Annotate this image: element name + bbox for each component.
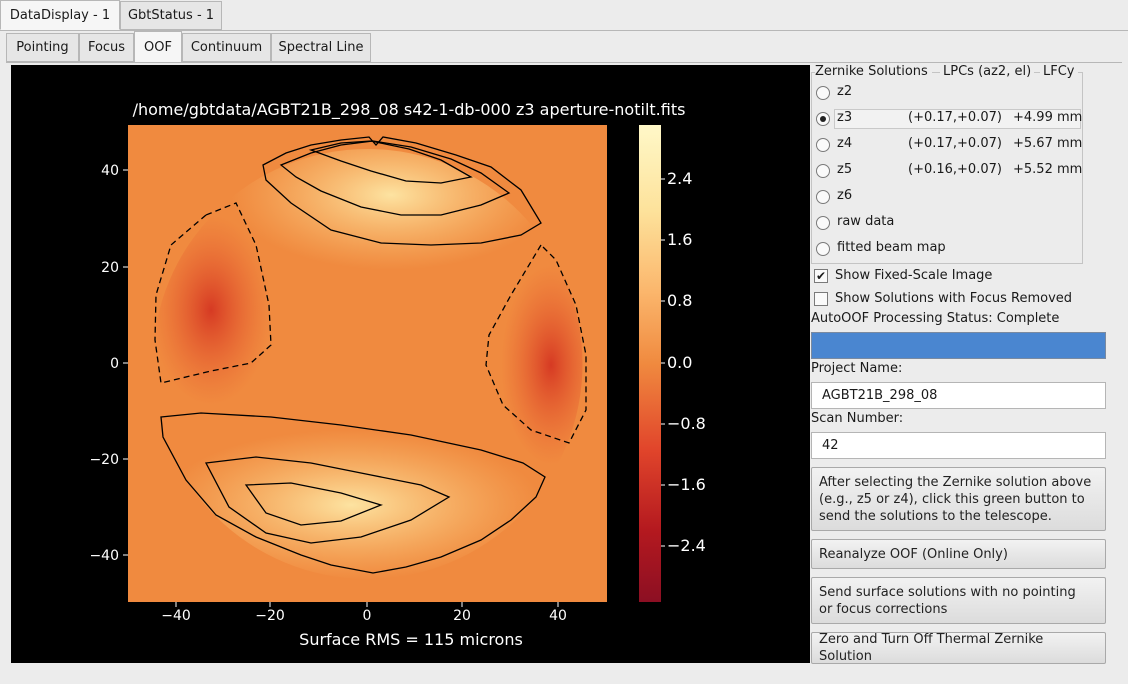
contour-dashed-left-outer	[154, 202, 272, 384]
processing-progress-bar	[811, 332, 1106, 359]
contour-top-outer	[262, 136, 542, 246]
fixed-scale-checkbox[interactable]: ✔	[814, 269, 828, 283]
surface-low-right	[501, 265, 583, 465]
colorbar-tick-label: 2.4	[667, 169, 692, 188]
zernike-option-label: raw data	[837, 214, 895, 229]
zernike-option-label: z3	[837, 110, 853, 125]
colorbar-tick-label: 1.6	[667, 230, 692, 249]
y-tick-label: −40	[89, 548, 119, 564]
zernike-selected-highlight	[834, 109, 1081, 129]
zernike-radio-6[interactable]	[816, 242, 830, 256]
zernike-radio-4[interactable]	[816, 190, 830, 204]
tab-continuum[interactable]: Continuum	[182, 33, 271, 62]
y-tick-label: 40	[101, 163, 119, 179]
zernike-option-lfcy: +5.52 mm	[1013, 162, 1083, 177]
focus-removed-checkbox[interactable]	[814, 292, 828, 306]
x-tick-label: −40	[161, 608, 191, 624]
zernike-option-label: z4	[837, 136, 853, 151]
y-tick-label: 20	[101, 260, 119, 276]
zernike-radio-2[interactable]	[816, 138, 830, 152]
colorbar-tick-label: −2.4	[667, 536, 706, 555]
zernike-header-lpcs: LPCs (az2, el)	[940, 64, 1035, 79]
scan-number-label: Scan Number:	[811, 411, 904, 426]
focus-removed-label: Show Solutions with Focus Removed	[835, 291, 1073, 306]
aperture-plot-svg: /home/gbtdata/AGBT21B_298_08 s42-1-db-00…	[89, 100, 706, 649]
zernike-radio-1[interactable]	[816, 112, 830, 126]
x-tick-label: −20	[255, 608, 285, 624]
contour-dashed-right-outer	[485, 243, 587, 444]
surface-high-bottom	[161, 430, 541, 579]
zernike-option-lfcy: +4.99 mm	[1013, 110, 1083, 125]
plot-title: /home/gbtdata/AGBT21B_298_08 s42-1-db-00…	[133, 100, 686, 120]
contour-bottom-mid	[204, 456, 451, 544]
colorbar-tick-label: −0.8	[667, 414, 706, 433]
colorbar	[639, 125, 661, 602]
x-tick-label: 40	[549, 608, 567, 624]
zernike-header-solutions: Zernike Solutions	[815, 64, 932, 79]
colorbar-tick-label: 0.8	[667, 291, 692, 310]
zernike-option-label: z2	[837, 84, 853, 99]
zernike-radio-0[interactable]	[816, 86, 830, 100]
surface-low-left	[152, 215, 271, 405]
y-tick-label: −20	[89, 452, 119, 468]
zernike-option-label: z6	[837, 188, 853, 203]
zernike-radio-5[interactable]	[816, 216, 830, 230]
contour-top-inner	[308, 140, 473, 184]
window-tab-datadisplay[interactable]: DataDisplay - 1	[0, 0, 120, 30]
project-name-field[interactable]: AGBT21B_298_08	[811, 382, 1106, 409]
send-solutions-button[interactable]: After selecting the Zernike solution abo…	[811, 467, 1106, 531]
zernike-option-lfcy: +5.67 mm	[1013, 136, 1083, 151]
project-name-label: Project Name:	[811, 361, 903, 376]
x-tick-label: 20	[453, 608, 471, 624]
processing-progress-fill	[812, 333, 1105, 358]
zernike-option-label: fitted beam map	[837, 240, 946, 255]
contour-bottom-inner	[244, 482, 383, 526]
contour-top-mid	[279, 140, 511, 216]
zernike-option-lpcs: (+0.17,+0.07)	[908, 136, 1002, 151]
fixed-scale-label: Show Fixed-Scale Image	[835, 268, 993, 283]
scan-number-field[interactable]: 42	[811, 432, 1106, 459]
zernike-option-label: z5	[837, 162, 853, 177]
tab-spectral-line[interactable]: Spectral Line	[271, 33, 371, 62]
window-tab-gbtstatus[interactable]: GbtStatus - 1	[120, 1, 222, 30]
processing-status-label: AutoOOF Processing Status: Complete	[811, 311, 1060, 326]
aperture-plot: /home/gbtdata/AGBT21B_298_08 s42-1-db-00…	[11, 65, 810, 663]
zernike-option-lpcs: (+0.17,+0.07)	[908, 110, 1002, 125]
window-tab-divider	[0, 30, 1128, 31]
tab-panel-border	[6, 62, 1122, 63]
contour-bottom-outer	[160, 412, 546, 574]
x-tick-label: 0	[363, 608, 372, 624]
zernike-option-lpcs: (+0.16,+0.07)	[908, 162, 1002, 177]
tab-oof[interactable]: OOF	[134, 31, 182, 63]
send-surface-solutions-button[interactable]: Send surface solutions with no pointing …	[811, 577, 1106, 624]
zero-thermal-zernike-button[interactable]: Zero and Turn Off Thermal Zernike Soluti…	[811, 632, 1106, 664]
colorbar-tick-label: −1.6	[667, 475, 706, 494]
tab-pointing[interactable]: Pointing	[6, 33, 79, 62]
zernike-header-lfcy: LFCy	[1040, 64, 1078, 79]
zernike-radio-3[interactable]	[816, 164, 830, 178]
y-tick-label: 0	[110, 356, 119, 372]
colorbar-tick-label: 0.0	[667, 353, 692, 372]
plot-caption: Surface RMS = 115 microns	[299, 630, 523, 649]
tab-focus[interactable]: Focus	[79, 33, 134, 62]
reanalyze-oof-button[interactable]: Reanalyze OOF (Online Only)	[811, 539, 1106, 569]
